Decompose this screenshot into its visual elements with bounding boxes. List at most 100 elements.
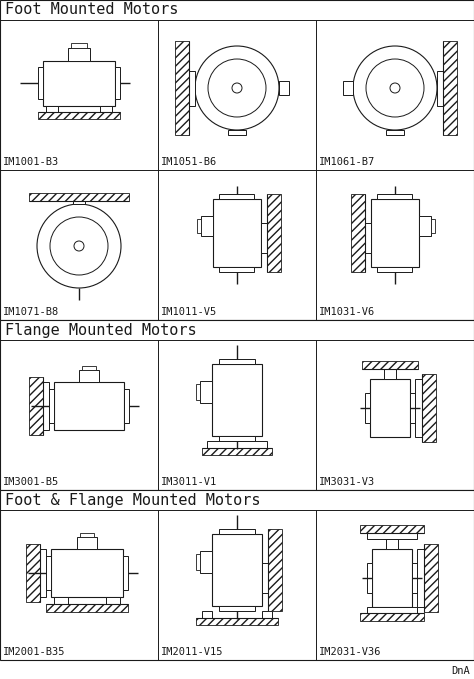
Bar xyxy=(367,563,372,593)
Bar xyxy=(424,544,438,612)
Bar xyxy=(386,130,404,135)
Bar xyxy=(100,105,112,111)
Bar xyxy=(365,223,371,253)
Bar xyxy=(79,370,99,382)
Circle shape xyxy=(50,217,108,275)
Bar xyxy=(46,556,51,590)
Bar xyxy=(54,382,124,430)
Bar xyxy=(0,490,474,660)
Text: IM2031-V36: IM2031-V36 xyxy=(319,647,382,657)
Text: IM2001-B35: IM2001-B35 xyxy=(3,647,65,657)
Bar xyxy=(189,71,195,105)
Text: IM1001-B3: IM1001-B3 xyxy=(3,157,59,167)
Text: IM1051-B6: IM1051-B6 xyxy=(161,157,217,167)
Text: IM1031-V6: IM1031-V6 xyxy=(319,307,375,317)
Bar xyxy=(196,384,200,400)
Bar xyxy=(419,216,431,236)
Bar xyxy=(202,448,272,455)
Bar xyxy=(362,361,418,369)
Bar xyxy=(43,382,49,430)
Circle shape xyxy=(208,59,266,117)
Bar xyxy=(201,216,213,236)
Bar xyxy=(49,389,54,423)
Bar xyxy=(115,67,120,99)
Text: DnA: DnA xyxy=(451,666,470,676)
Bar xyxy=(175,41,189,135)
Bar xyxy=(200,381,212,403)
Bar xyxy=(46,105,58,111)
Bar xyxy=(123,556,128,590)
Bar xyxy=(268,529,282,611)
Bar xyxy=(196,618,278,625)
Bar xyxy=(68,48,90,60)
Bar xyxy=(367,607,417,613)
Bar xyxy=(386,539,398,549)
Bar xyxy=(377,194,412,199)
Bar xyxy=(38,111,120,119)
Circle shape xyxy=(353,46,437,130)
Bar xyxy=(202,611,212,618)
Circle shape xyxy=(74,241,84,251)
Bar xyxy=(437,71,443,105)
Bar xyxy=(443,41,457,135)
Bar xyxy=(197,219,201,233)
Text: IM1061-B7: IM1061-B7 xyxy=(319,157,375,167)
Circle shape xyxy=(366,59,424,117)
Bar xyxy=(365,393,370,423)
Bar xyxy=(219,359,255,364)
Bar xyxy=(46,604,128,612)
Bar xyxy=(384,369,396,379)
Text: IM3031-V3: IM3031-V3 xyxy=(319,477,375,487)
Bar xyxy=(410,393,415,423)
Bar xyxy=(219,267,255,272)
Bar xyxy=(267,194,281,272)
Text: IM2011-V15: IM2011-V15 xyxy=(161,647,224,657)
Bar xyxy=(417,549,424,607)
Bar xyxy=(262,611,272,618)
Bar xyxy=(370,379,410,437)
Bar xyxy=(26,544,40,602)
Bar xyxy=(219,436,255,441)
Circle shape xyxy=(195,46,279,130)
Bar xyxy=(372,549,412,607)
Circle shape xyxy=(37,204,121,288)
Bar xyxy=(200,551,212,573)
Bar xyxy=(73,201,85,204)
Bar xyxy=(0,320,474,490)
Bar xyxy=(80,533,94,537)
Bar xyxy=(71,43,87,48)
Bar xyxy=(279,81,289,95)
Bar xyxy=(367,533,417,539)
Text: IM1071-B8: IM1071-B8 xyxy=(3,307,59,317)
Circle shape xyxy=(390,83,400,93)
Bar xyxy=(219,529,255,534)
Bar xyxy=(196,554,200,570)
Bar xyxy=(213,199,261,267)
Bar xyxy=(43,60,115,105)
Bar xyxy=(343,81,353,95)
Text: Foot & Flange Mounted Motors: Foot & Flange Mounted Motors xyxy=(5,492,261,507)
Bar xyxy=(106,597,120,604)
Bar xyxy=(29,377,43,435)
Bar xyxy=(51,549,123,597)
Bar xyxy=(262,563,268,593)
Bar xyxy=(124,389,129,423)
Bar xyxy=(82,366,96,370)
Bar xyxy=(360,525,424,533)
Bar xyxy=(29,193,129,201)
Bar xyxy=(371,199,419,267)
Bar xyxy=(212,364,262,436)
Bar xyxy=(228,130,246,135)
Text: IM3001-B5: IM3001-B5 xyxy=(3,477,59,487)
Circle shape xyxy=(232,83,242,93)
Bar xyxy=(360,613,424,621)
Bar xyxy=(207,441,267,448)
Text: Flange Mounted Motors: Flange Mounted Motors xyxy=(5,323,197,337)
Text: IM3011-V1: IM3011-V1 xyxy=(161,477,217,487)
Bar xyxy=(40,549,46,597)
Bar xyxy=(0,0,474,320)
Bar xyxy=(351,194,365,272)
Text: IM1011-V5: IM1011-V5 xyxy=(161,307,217,317)
Bar xyxy=(422,374,436,442)
Bar xyxy=(431,219,435,233)
